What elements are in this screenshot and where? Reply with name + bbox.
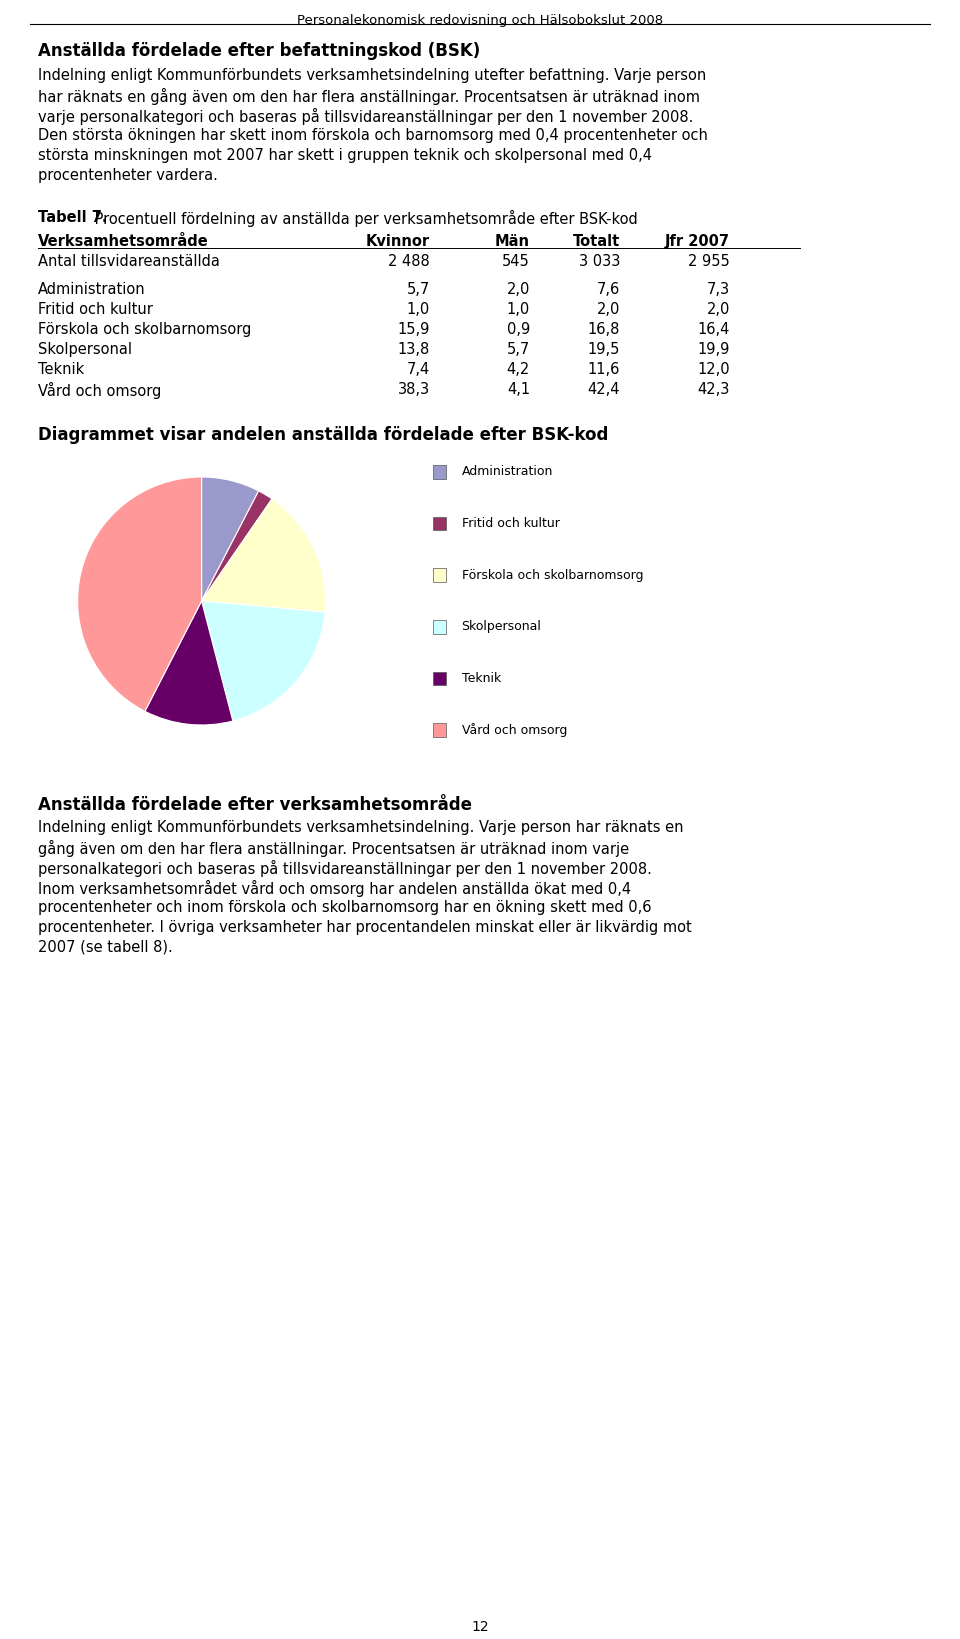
- Text: 12: 12: [471, 1619, 489, 1634]
- Text: 13,8: 13,8: [397, 343, 430, 357]
- Wedge shape: [145, 602, 233, 724]
- Text: 5,7: 5,7: [507, 343, 530, 357]
- Text: procentenheter och inom förskola och skolbarnomsorg har en ökning skett med 0,6: procentenheter och inom förskola och sko…: [38, 900, 652, 915]
- Text: 12,0: 12,0: [697, 362, 730, 377]
- Text: Fritid och kultur: Fritid och kultur: [462, 516, 560, 529]
- Text: 1,0: 1,0: [407, 302, 430, 316]
- Text: Totalt: Totalt: [573, 234, 620, 249]
- Text: 545: 545: [502, 254, 530, 269]
- Text: Administration: Administration: [462, 465, 553, 479]
- Text: varje personalkategori och baseras på tillsvidareanställningar per den 1 novembe: varje personalkategori och baseras på ti…: [38, 108, 693, 125]
- Text: Tabell 7.: Tabell 7.: [38, 210, 108, 225]
- Wedge shape: [202, 477, 258, 602]
- Text: Jfr 2007: Jfr 2007: [665, 234, 730, 249]
- Text: Skolpersonal: Skolpersonal: [462, 620, 541, 633]
- Text: 11,6: 11,6: [588, 362, 620, 377]
- Text: Inom verksamhetsområdet vård och omsorg har andelen anställda ökat med 0,4: Inom verksamhetsområdet vård och omsorg …: [38, 880, 631, 897]
- Text: 38,3: 38,3: [397, 382, 430, 397]
- Text: 4,2: 4,2: [507, 362, 530, 377]
- Text: Kvinnor: Kvinnor: [366, 234, 430, 249]
- Wedge shape: [202, 492, 272, 602]
- Text: 2,0: 2,0: [507, 282, 530, 297]
- Text: har räknats en gång även om den har flera anställningar. Procentsatsen är uträkn: har räknats en gång även om den har fler…: [38, 89, 700, 105]
- Text: 15,9: 15,9: [397, 321, 430, 338]
- Text: 42,4: 42,4: [588, 382, 620, 397]
- Text: 2 488: 2 488: [388, 254, 430, 269]
- Text: 5,7: 5,7: [407, 282, 430, 297]
- Text: gång även om den har flera anställningar. Procentsatsen är uträknad inom varje: gång även om den har flera anställningar…: [38, 841, 629, 857]
- Text: procentenheter. I övriga verksamheter har procentandelen minskat eller är likvär: procentenheter. I övriga verksamheter ha…: [38, 919, 692, 934]
- Text: Vård och omsorg: Vård och omsorg: [462, 723, 567, 738]
- Text: Fritid och kultur: Fritid och kultur: [38, 302, 153, 316]
- Text: Teknik: Teknik: [38, 362, 84, 377]
- Wedge shape: [202, 602, 325, 721]
- Text: 2,0: 2,0: [596, 302, 620, 316]
- Text: 16,8: 16,8: [588, 321, 620, 338]
- Bar: [433, 516, 446, 531]
- Text: Indelning enligt Kommunförbundets verksamhetsindelning. Varje person har räknats: Indelning enligt Kommunförbundets verksa…: [38, 820, 684, 834]
- Text: Verksamhetsområde: Verksamhetsområde: [38, 234, 208, 249]
- Text: 3 033: 3 033: [579, 254, 620, 269]
- Bar: [433, 723, 446, 738]
- Text: 2007 (se tabell 8).: 2007 (se tabell 8).: [38, 941, 173, 956]
- Text: Förskola och skolbarnomsorg: Förskola och skolbarnomsorg: [38, 321, 252, 338]
- Text: personalkategori och baseras på tillsvidareanställningar per den 1 november 2008: personalkategori och baseras på tillsvid…: [38, 860, 652, 877]
- Text: Anställda fördelade efter befattningskod (BSK): Anställda fördelade efter befattningskod…: [38, 43, 480, 61]
- Text: Antal tillsvidareanställda: Antal tillsvidareanställda: [38, 254, 220, 269]
- Text: 16,4: 16,4: [698, 321, 730, 338]
- Text: Teknik: Teknik: [462, 672, 501, 685]
- Text: procentenheter vardera.: procentenheter vardera.: [38, 169, 218, 184]
- Text: 19,5: 19,5: [588, 343, 620, 357]
- Text: 2 955: 2 955: [688, 254, 730, 269]
- Bar: [433, 569, 446, 582]
- Text: 7,4: 7,4: [407, 362, 430, 377]
- Wedge shape: [78, 477, 202, 711]
- Bar: [433, 672, 446, 685]
- Text: Förskola och skolbarnomsorg: Förskola och skolbarnomsorg: [462, 569, 643, 582]
- Text: 2,0: 2,0: [707, 302, 730, 316]
- Bar: [433, 620, 446, 634]
- Text: Den största ökningen har skett inom förskola och barnomsorg med 0,4 procentenhet: Den största ökningen har skett inom förs…: [38, 128, 708, 143]
- Bar: [433, 465, 446, 479]
- Text: Diagrammet visar andelen anställda fördelade efter BSK-kod: Diagrammet visar andelen anställda förde…: [38, 426, 609, 444]
- Text: 19,9: 19,9: [698, 343, 730, 357]
- Text: 4,1: 4,1: [507, 382, 530, 397]
- Text: Procentuell fördelning av anställda per verksamhetsområde efter BSK-kod: Procentuell fördelning av anställda per …: [90, 210, 637, 228]
- Text: 7,6: 7,6: [597, 282, 620, 297]
- Text: Anställda fördelade efter verksamhetsområde: Anställda fördelade efter verksamhetsomr…: [38, 797, 472, 815]
- Text: Indelning enligt Kommunförbundets verksamhetsindelning utefter befattning. Varje: Indelning enligt Kommunförbundets verksa…: [38, 67, 707, 84]
- Text: Män: Män: [495, 234, 530, 249]
- Text: 7,3: 7,3: [707, 282, 730, 297]
- Text: 42,3: 42,3: [698, 382, 730, 397]
- Text: Skolpersonal: Skolpersonal: [38, 343, 132, 357]
- Text: största minskningen mot 2007 har skett i gruppen teknik och skolpersonal med 0,4: största minskningen mot 2007 har skett i…: [38, 148, 652, 162]
- Text: Personalekonomisk redovisning och Hälsobokslut 2008: Personalekonomisk redovisning och Hälsob…: [297, 15, 663, 26]
- Text: 1,0: 1,0: [507, 302, 530, 316]
- Text: 0,9: 0,9: [507, 321, 530, 338]
- Text: Vård och omsorg: Vård och omsorg: [38, 382, 161, 398]
- Wedge shape: [202, 498, 325, 611]
- Text: Administration: Administration: [38, 282, 146, 297]
